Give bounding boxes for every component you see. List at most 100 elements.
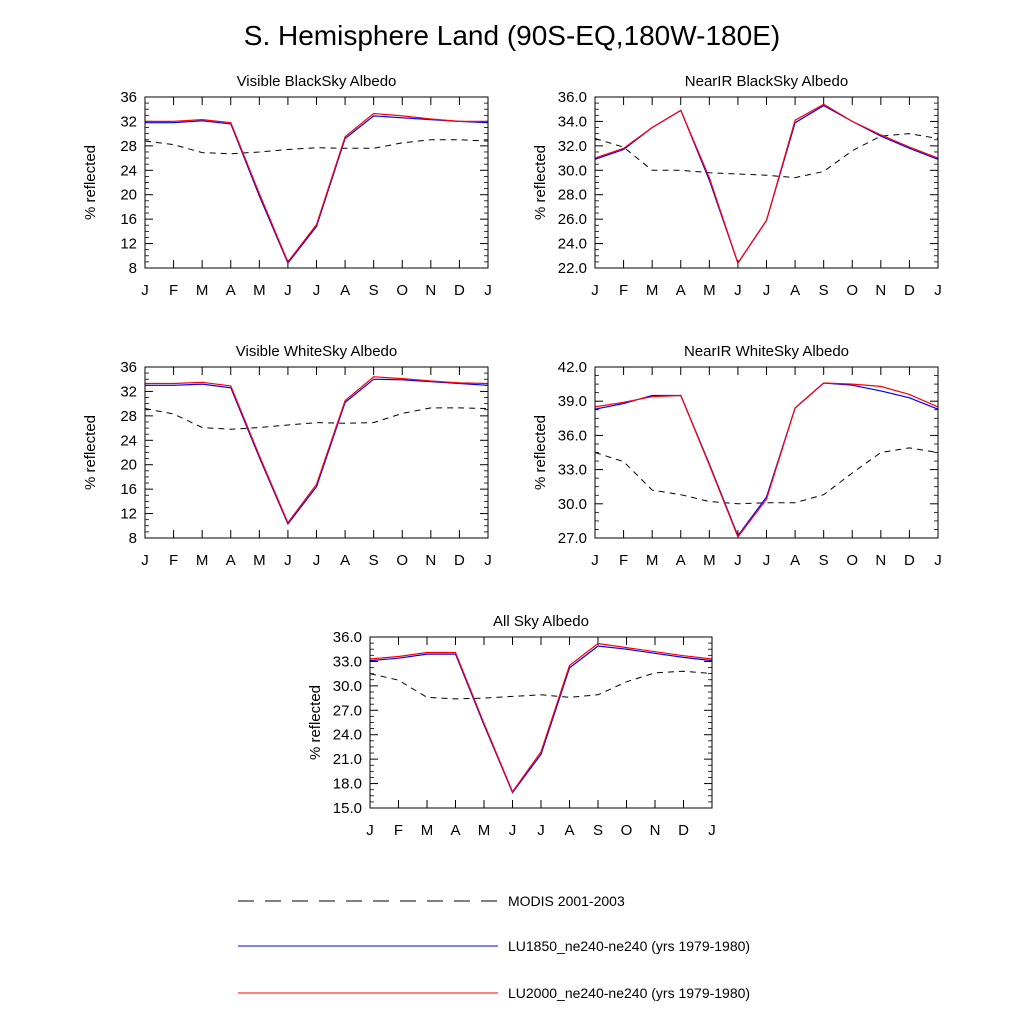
x-tick-label: D <box>678 822 689 839</box>
x-tick-label: O <box>396 552 408 569</box>
x-tick-label: J <box>141 282 149 299</box>
y-axis-label: % reflected <box>532 145 549 220</box>
x-tick-label: N <box>650 822 661 839</box>
x-tick-label: M <box>196 282 209 299</box>
y-tick-label: 33.0 <box>558 462 587 479</box>
x-tick-label: S <box>593 822 603 839</box>
x-tick-label: O <box>846 552 858 569</box>
x-tick-label: N <box>875 282 886 299</box>
x-tick-label: O <box>396 282 408 299</box>
x-tick-label: M <box>421 822 434 839</box>
plot-frame <box>594 366 939 539</box>
x-tick-label: J <box>763 552 771 569</box>
y-tick-label: 36.0 <box>333 629 362 646</box>
x-tick-label: J <box>284 282 292 299</box>
y-tick-label: 20 <box>120 457 137 474</box>
x-tick-label: J <box>537 822 545 839</box>
y-tick-label: 30.0 <box>558 496 587 513</box>
figure-title: S. Hemisphere Land (90S-EQ,180W-180E) <box>243 20 781 51</box>
x-tick-label: S <box>819 282 829 299</box>
legend: MODIS 2001-2003 LU1850_ne240-ne240 (yrs 1… <box>238 893 750 1001</box>
y-tick-label: 32 <box>120 113 137 130</box>
x-tick-label: J <box>934 552 942 569</box>
y-tick-label: 26.0 <box>558 211 587 228</box>
x-tick-label: J <box>763 282 771 299</box>
y-tick-label: 24 <box>120 432 137 449</box>
y-tick-label: 16 <box>120 211 137 228</box>
series-line-lu2000 <box>594 382 939 539</box>
legend-label-lu2000: LU2000_ne240-ne240 (yrs 1979-1980) <box>508 985 750 1001</box>
chart-title: Visible WhiteSky Albedo <box>236 343 397 360</box>
y-tick-label: 27.0 <box>558 530 587 547</box>
chart-title: Visible BlackSky Albedo <box>237 73 397 90</box>
y-axis-label: % reflected <box>307 685 324 760</box>
x-tick-label: M <box>646 282 659 299</box>
x-tick-label: D <box>904 282 915 299</box>
y-tick-label: 24.0 <box>558 236 587 253</box>
y-tick-label: 28 <box>120 408 137 425</box>
x-tick-label: J <box>708 822 716 839</box>
y-tick-label: 15.0 <box>333 800 362 817</box>
x-tick-label: J <box>313 552 321 569</box>
x-tick-label: N <box>425 552 436 569</box>
plot-frame <box>144 366 489 539</box>
x-tick-label: F <box>169 552 178 569</box>
chart-title: NearIR BlackSky Albedo <box>685 73 848 90</box>
series-line-modis <box>594 447 939 505</box>
series-line-lu2000 <box>145 112 488 264</box>
chart-panel-4: NearIR WhiteSky Albedo % reflected 27.0 30.… <box>532 343 942 569</box>
x-tick-label: O <box>621 822 633 839</box>
y-tick-label: 12 <box>120 236 137 253</box>
x-tick-label: S <box>369 552 379 569</box>
x-tick-label: M <box>703 552 716 569</box>
series-line-modis <box>594 133 939 179</box>
y-tick-label: 32 <box>120 383 137 400</box>
y-tick-label: 30.0 <box>558 162 587 179</box>
x-tick-label: J <box>141 552 149 569</box>
y-tick-label: 34.0 <box>558 113 587 130</box>
legend-label-lu1850: LU1850_ne240-ne240 (yrs 1979-1980) <box>508 938 750 954</box>
series-line-modis <box>144 139 489 155</box>
series-line-lu2000 <box>369 642 713 793</box>
y-tick-label: 27.0 <box>333 702 362 719</box>
x-tick-label: A <box>790 282 800 299</box>
y-tick-label: 22.0 <box>558 260 587 277</box>
chart-title: NearIR WhiteSky Albedo <box>684 343 849 360</box>
x-tick-label: A <box>564 822 574 839</box>
x-tick-label: A <box>226 552 236 569</box>
x-tick-label: J <box>366 822 374 839</box>
y-tick-label: 42.0 <box>558 359 587 376</box>
y-tick-label: 20 <box>120 187 137 204</box>
x-tick-label: J <box>591 282 599 299</box>
y-tick-label: 39.0 <box>558 393 587 410</box>
series-line-lu1850 <box>369 645 713 794</box>
x-tick-label: J <box>591 552 599 569</box>
y-tick-label: 18.0 <box>333 776 362 793</box>
y-axis-label: % reflected <box>82 145 99 220</box>
x-tick-label: F <box>619 552 628 569</box>
y-tick-label: 8 <box>129 260 137 277</box>
x-tick-label: M <box>253 282 266 299</box>
x-tick-label: A <box>340 282 350 299</box>
plot-frame <box>144 96 489 269</box>
x-tick-label: J <box>934 282 942 299</box>
x-tick-label: A <box>450 822 460 839</box>
x-tick-label: F <box>619 282 628 299</box>
x-tick-label: D <box>454 552 465 569</box>
x-tick-label: J <box>509 822 517 839</box>
y-tick-label: 36 <box>120 359 137 376</box>
y-axis-label: % reflected <box>532 415 549 490</box>
y-tick-label: 36.0 <box>558 89 587 106</box>
x-tick-label: A <box>340 552 350 569</box>
plot-frame <box>369 636 713 809</box>
x-tick-label: J <box>284 552 292 569</box>
series-line-modis <box>369 670 713 700</box>
y-tick-label: 12 <box>120 506 137 523</box>
x-tick-label: M <box>196 552 209 569</box>
chart-panel-2: NearIR BlackSky Albedo % reflected 22.0 24.… <box>532 73 942 299</box>
x-tick-label: M <box>646 552 659 569</box>
x-tick-label: N <box>425 282 436 299</box>
x-tick-label: J <box>313 282 321 299</box>
